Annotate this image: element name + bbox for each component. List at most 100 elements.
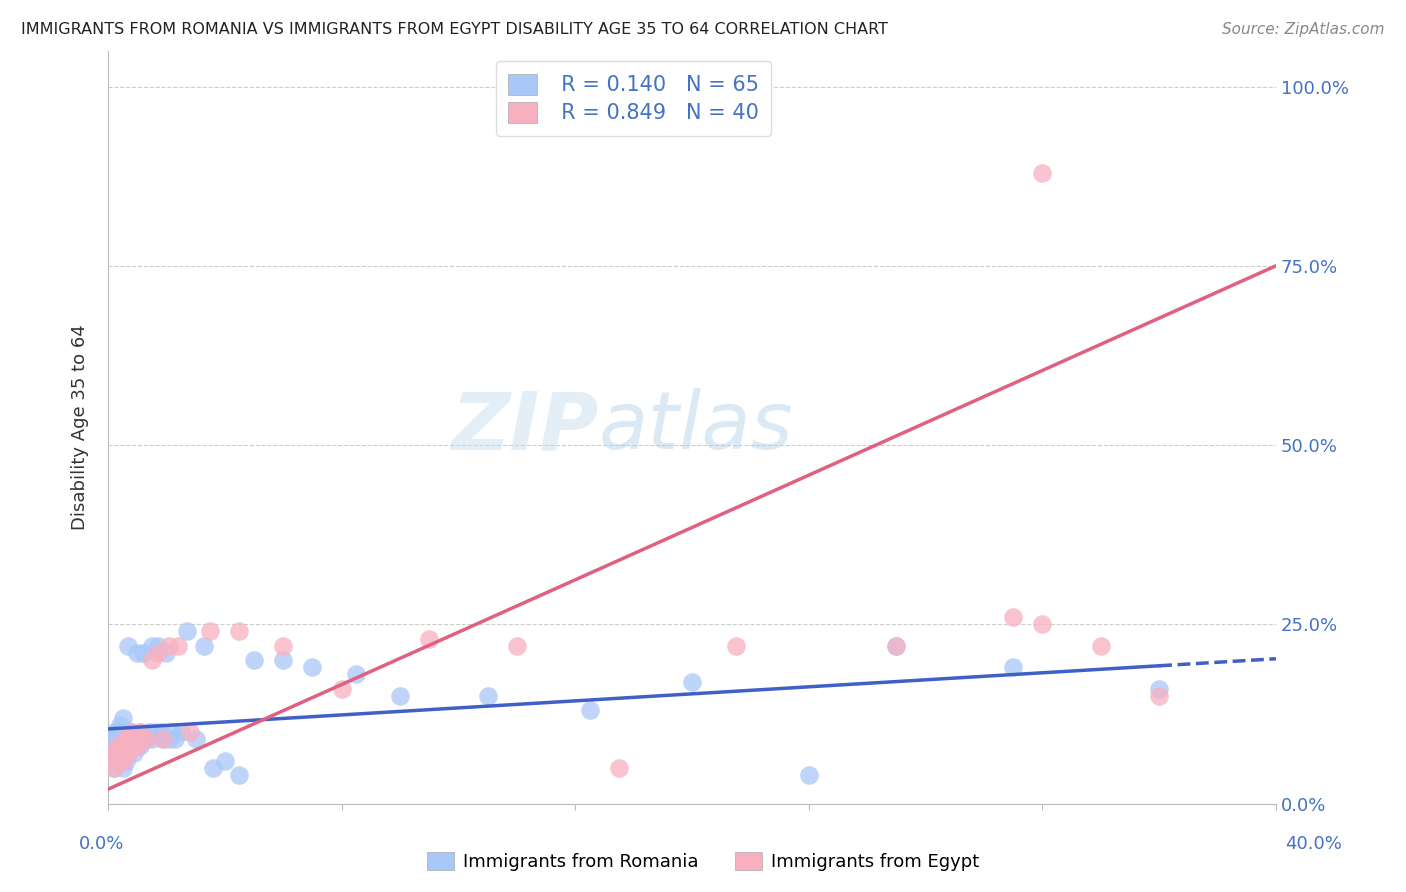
Point bbox=[1090, 639, 1112, 653]
Point bbox=[127, 646, 149, 660]
Point bbox=[100, 754, 122, 768]
Point bbox=[157, 639, 180, 653]
Point bbox=[105, 754, 128, 768]
Point bbox=[193, 639, 215, 653]
Text: IMMIGRANTS FROM ROMANIA VS IMMIGRANTS FROM EGYPT DISABILITY AGE 35 TO 64 CORRELA: IMMIGRANTS FROM ROMANIA VS IMMIGRANTS FR… bbox=[21, 22, 889, 37]
Point bbox=[129, 724, 152, 739]
Point bbox=[1002, 610, 1025, 624]
Point bbox=[111, 710, 134, 724]
Point bbox=[165, 732, 187, 747]
Point bbox=[108, 754, 131, 768]
Point bbox=[120, 739, 142, 754]
Point bbox=[105, 747, 128, 761]
Point bbox=[103, 747, 125, 761]
Point bbox=[607, 761, 630, 775]
Point bbox=[135, 732, 157, 747]
Point bbox=[114, 747, 136, 761]
Point bbox=[135, 732, 157, 747]
Point bbox=[122, 747, 145, 761]
Point bbox=[155, 646, 177, 660]
Point bbox=[797, 768, 820, 782]
Point bbox=[418, 632, 440, 646]
Point bbox=[108, 754, 131, 768]
Point bbox=[146, 646, 169, 660]
Point bbox=[120, 739, 142, 754]
Point bbox=[117, 747, 139, 761]
Point bbox=[1147, 689, 1170, 703]
Point bbox=[141, 653, 163, 667]
Text: atlas: atlas bbox=[599, 388, 793, 467]
Point bbox=[167, 639, 190, 653]
Point bbox=[108, 732, 131, 747]
Point bbox=[129, 739, 152, 754]
Point bbox=[105, 754, 128, 768]
Point bbox=[132, 732, 155, 747]
Point bbox=[100, 754, 122, 768]
Point bbox=[103, 724, 125, 739]
Legend:   R = 0.140   N = 65,   R = 0.849   N = 40: R = 0.140 N = 65, R = 0.849 N = 40 bbox=[496, 61, 772, 136]
Point bbox=[103, 761, 125, 775]
Point bbox=[108, 747, 131, 761]
Point bbox=[111, 747, 134, 761]
Point bbox=[157, 732, 180, 747]
Point bbox=[105, 739, 128, 754]
Point bbox=[132, 646, 155, 660]
Point bbox=[141, 732, 163, 747]
Point bbox=[111, 739, 134, 754]
Point bbox=[152, 732, 174, 747]
Point bbox=[132, 732, 155, 747]
Point bbox=[111, 754, 134, 768]
Point bbox=[578, 703, 600, 717]
Point bbox=[117, 732, 139, 747]
Point bbox=[506, 639, 529, 653]
Point bbox=[1002, 660, 1025, 674]
Point bbox=[388, 689, 411, 703]
Point bbox=[198, 624, 221, 639]
Point bbox=[214, 754, 236, 768]
Point bbox=[477, 689, 499, 703]
Y-axis label: Disability Age 35 to 64: Disability Age 35 to 64 bbox=[72, 325, 89, 530]
Point bbox=[681, 674, 703, 689]
Point bbox=[141, 639, 163, 653]
Point bbox=[114, 754, 136, 768]
Point bbox=[170, 724, 193, 739]
Point bbox=[103, 747, 125, 761]
Point bbox=[1147, 681, 1170, 696]
Point bbox=[330, 681, 353, 696]
Point bbox=[243, 653, 266, 667]
Point bbox=[120, 724, 142, 739]
Point bbox=[129, 724, 152, 739]
Point bbox=[105, 724, 128, 739]
Point bbox=[160, 724, 183, 739]
Point bbox=[1031, 617, 1053, 632]
Point bbox=[127, 739, 149, 754]
Point bbox=[100, 739, 122, 754]
Point bbox=[344, 667, 367, 681]
Point bbox=[724, 639, 747, 653]
Point bbox=[103, 732, 125, 747]
Point bbox=[176, 624, 198, 639]
Point bbox=[271, 639, 294, 653]
Point bbox=[184, 732, 207, 747]
Point bbox=[117, 747, 139, 761]
Point bbox=[228, 768, 250, 782]
Point bbox=[111, 724, 134, 739]
Legend: Immigrants from Romania, Immigrants from Egypt: Immigrants from Romania, Immigrants from… bbox=[420, 845, 986, 879]
Point bbox=[138, 724, 160, 739]
Point bbox=[152, 732, 174, 747]
Point bbox=[105, 739, 128, 754]
Point bbox=[103, 761, 125, 775]
Point bbox=[120, 724, 142, 739]
Point bbox=[117, 639, 139, 653]
Point bbox=[886, 639, 908, 653]
Point bbox=[179, 724, 201, 739]
Text: 40.0%: 40.0% bbox=[1285, 835, 1341, 853]
Text: 0.0%: 0.0% bbox=[79, 835, 124, 853]
Point bbox=[114, 732, 136, 747]
Point bbox=[271, 653, 294, 667]
Point bbox=[228, 624, 250, 639]
Point bbox=[886, 639, 908, 653]
Point bbox=[202, 761, 225, 775]
Point bbox=[301, 660, 323, 674]
Point bbox=[114, 739, 136, 754]
